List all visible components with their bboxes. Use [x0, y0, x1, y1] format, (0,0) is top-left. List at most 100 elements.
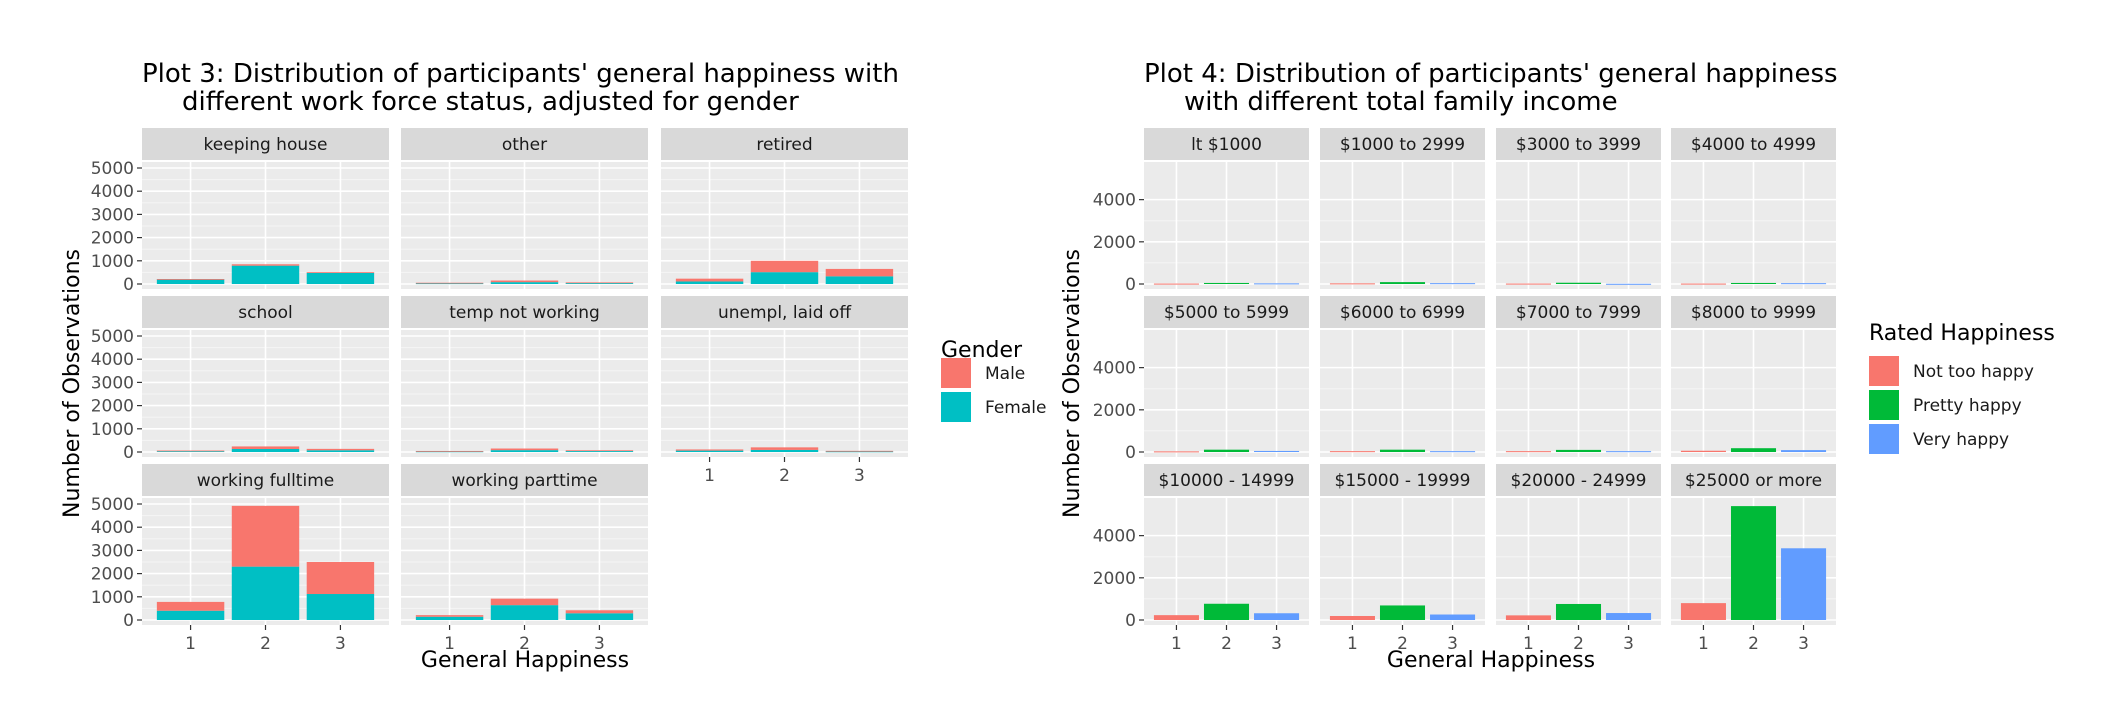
y-tick-label: 4000	[91, 518, 134, 538]
bar	[1505, 283, 1551, 285]
bar-segment-male	[750, 447, 819, 450]
x-tick-label: 2	[260, 634, 271, 654]
facet-strip	[142, 464, 389, 496]
facet-strip	[142, 296, 389, 328]
facet-label: $7000 to 7999	[1516, 303, 1641, 323]
bar-segment-female	[415, 616, 484, 620]
facet-panel: other	[401, 128, 648, 289]
facet-strip	[661, 128, 908, 160]
facet-panel: lt $1000 0 2000 4000	[1093, 128, 1309, 295]
bar	[1430, 451, 1476, 453]
legend-label: Male	[985, 364, 1025, 384]
facet-panel: working parttime 1 2 3	[401, 464, 648, 654]
x-tick-label: 3	[335, 634, 346, 654]
bar	[1254, 613, 1300, 620]
bar	[1329, 283, 1375, 285]
facet-strip	[1320, 296, 1485, 328]
bar-segment-male	[306, 272, 375, 273]
bar-segment-male	[490, 448, 559, 451]
legend-title: Rated Happiness	[1869, 321, 2055, 346]
facet-strip	[1496, 128, 1661, 160]
facet-panel: school 0 1000 2000 3000 4000 5000	[91, 296, 389, 463]
facet-strip	[401, 296, 648, 328]
bar-segment-male	[565, 450, 634, 452]
bar-segment-female	[750, 272, 819, 284]
bar-segment-male	[306, 448, 375, 451]
facet-panel: $4000 to 4999	[1671, 128, 1836, 289]
bar-segment-male	[231, 446, 300, 449]
bar-segment-female	[675, 281, 744, 284]
bar-segment-male	[825, 268, 894, 277]
bar	[1379, 282, 1426, 284]
y-tick-label: 4000	[1093, 191, 1136, 211]
legend-key	[1869, 390, 1899, 420]
bar	[1254, 450, 1300, 452]
x-tick-label: 1	[1523, 634, 1534, 654]
bar-segment-male	[231, 505, 300, 567]
bar-segment-female	[565, 283, 634, 284]
bar-segment-female	[306, 594, 375, 620]
bar	[1555, 282, 1602, 284]
bar	[1730, 506, 1777, 620]
legend-key	[1869, 356, 1899, 386]
y-tick-label: 0	[1125, 611, 1136, 631]
bar-segment-male	[675, 278, 744, 282]
x-tick-label: 1	[444, 634, 455, 654]
bar-segment-female	[490, 605, 559, 620]
facet-label: $10000 - 14999	[1159, 471, 1295, 491]
bar-segment-female	[306, 450, 375, 452]
y-tick-label: 3000	[91, 373, 134, 393]
bar-segment-female	[750, 449, 819, 452]
bar	[1203, 603, 1250, 620]
facet-panel: retired	[661, 128, 908, 289]
bar-segment-female	[231, 448, 300, 452]
bar-segment-female	[565, 451, 634, 452]
y-tick-label: 2000	[91, 397, 134, 417]
facet-strip	[661, 296, 908, 328]
bar	[1680, 450, 1726, 452]
facet-panel: working fulltime 0 1000 2000 3000 4000 5000 1 2 3	[91, 464, 389, 654]
bar-segment-female	[490, 450, 559, 452]
facet-strip	[1671, 296, 1836, 328]
bar	[1329, 615, 1375, 620]
facet-label: unempl, laid off	[718, 303, 852, 323]
x-tick-label: 2	[519, 634, 530, 654]
bar	[1680, 603, 1726, 620]
x-tick-label: 3	[1271, 634, 1282, 654]
bar	[1379, 605, 1426, 620]
bar	[1680, 283, 1726, 285]
y-tick-label: 0	[123, 443, 134, 463]
chart-title-line: with different total family income	[1184, 87, 1618, 117]
bar-segment-male	[490, 280, 559, 283]
x-tick-label: 3	[1447, 634, 1458, 654]
legend-label: Very happy	[1913, 430, 2009, 450]
bar-segment-male	[306, 562, 375, 595]
facet-strip	[1320, 464, 1485, 496]
x-tick-label: 3	[1798, 634, 1809, 654]
facet-panel: $6000 to 6999	[1320, 296, 1485, 457]
facet-panel: $3000 to 3999	[1496, 128, 1661, 289]
facet-label: $5000 to 5999	[1164, 303, 1289, 323]
facet-label: $20000 - 24999	[1511, 471, 1647, 491]
bar-segment-female	[156, 279, 225, 284]
chart-title-line: Plot 4: Distribution of participants' ge…	[1144, 59, 1838, 89]
legend-key	[1869, 424, 1899, 454]
y-tick-label: 1000	[91, 420, 134, 440]
bar-segment-male	[415, 282, 484, 284]
facet-label: $3000 to 3999	[1516, 135, 1641, 155]
facet-strip	[1144, 296, 1309, 328]
bar-segment-female	[156, 610, 225, 620]
bar	[1379, 449, 1426, 452]
y-tick-label: 0	[123, 275, 134, 295]
y-tick-label: 4000	[1093, 527, 1136, 547]
bar	[1329, 451, 1375, 453]
facet-label: working parttime	[451, 471, 597, 491]
facet-label: $25000 or more	[1685, 471, 1822, 491]
facet-panel: $20000 - 24999 1 2 3	[1496, 464, 1661, 654]
bar	[1153, 615, 1199, 620]
y-tick-label: 2000	[91, 565, 134, 585]
x-tick-label: 2	[1748, 634, 1759, 654]
bar-segment-male	[156, 601, 225, 611]
facet-label: temp not working	[449, 303, 600, 323]
